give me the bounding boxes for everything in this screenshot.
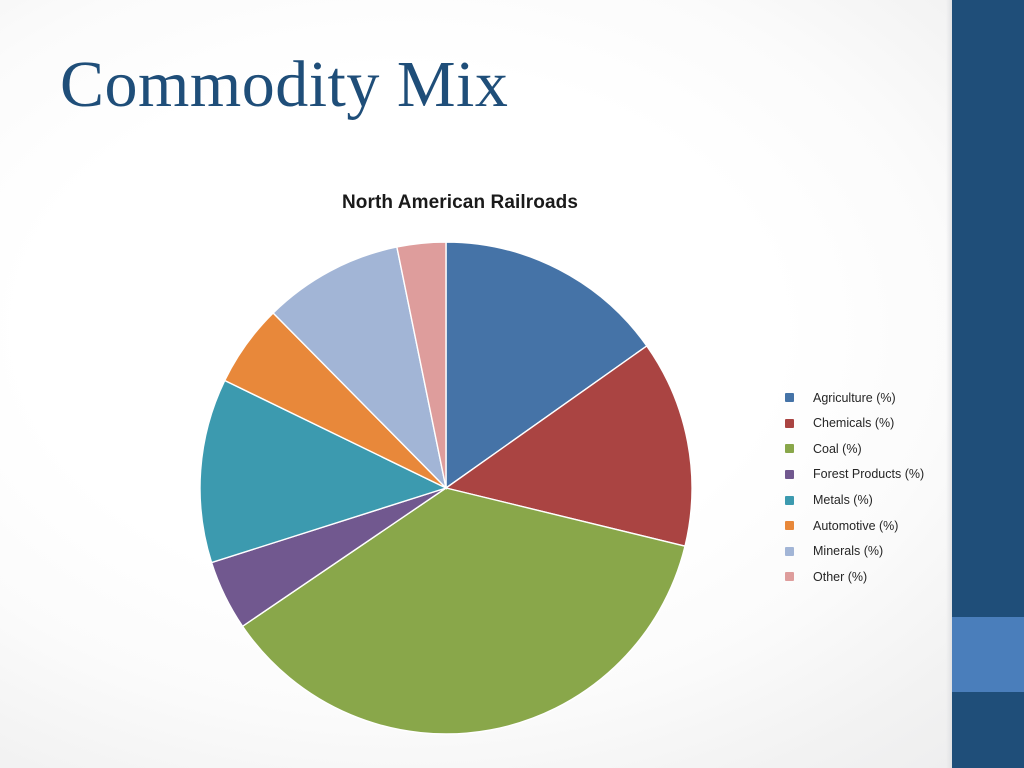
legend-item[interactable]: Chemicals (%) [785,411,975,437]
legend-item[interactable]: Minerals (%) [785,539,975,565]
legend-item[interactable]: Coal (%) [785,436,975,462]
pie-slice[interactable] [199,379,448,564]
legend-item[interactable]: Other (%) [785,564,975,590]
right-band-accent [952,617,1024,692]
chart-container: North American Railroads Agriculture (%)… [150,180,940,760]
legend-item-label: Agriculture (%) [813,390,896,405]
legend-swatch-icon [785,418,794,428]
pie-slice[interactable] [272,246,448,491]
pie-chart-svg [199,241,693,735]
legend-item-label: Other (%) [813,569,868,584]
legend-swatch-icon [785,546,794,556]
legend-item[interactable]: Automotive (%) [785,513,975,539]
legend-item-label: Minerals (%) [813,544,884,559]
legend-swatch-icon [785,521,794,531]
legend-item[interactable]: Metals (%) [785,487,975,513]
legend-item-label: Coal (%) [813,441,862,456]
legend-swatch-icon [785,444,794,454]
chart-legend: Agriculture (%) Chemicals (%) Coal (%) Fore… [785,385,975,590]
pie-slice[interactable] [396,241,447,489]
pie-slice[interactable] [445,241,648,490]
pie-slice[interactable] [241,487,686,735]
legend-swatch-icon [785,572,794,582]
chart-title: North American Railroads [341,192,579,213]
pie-slice[interactable] [444,344,693,548]
legend-item-label: Metals (%) [813,492,873,507]
legend-item-label: Forest Products (%) [813,467,925,482]
pie-slice-group [199,241,693,735]
legend-item[interactable]: Forest Products (%) [785,462,975,488]
right-decorative-band [952,0,1024,768]
legend-swatch-icon [785,470,794,480]
pie-chart [198,238,698,738]
legend-item[interactable]: Agriculture (%) [785,385,975,411]
legend-swatch-icon [785,495,794,505]
legend-item-label: Automotive (%) [813,518,899,533]
legend-item-label: Chemicals (%) [813,416,895,431]
legend-swatch-icon [785,393,794,403]
page-title: Commodity Mix [60,48,509,121]
right-band-edge-shadow [946,0,952,768]
